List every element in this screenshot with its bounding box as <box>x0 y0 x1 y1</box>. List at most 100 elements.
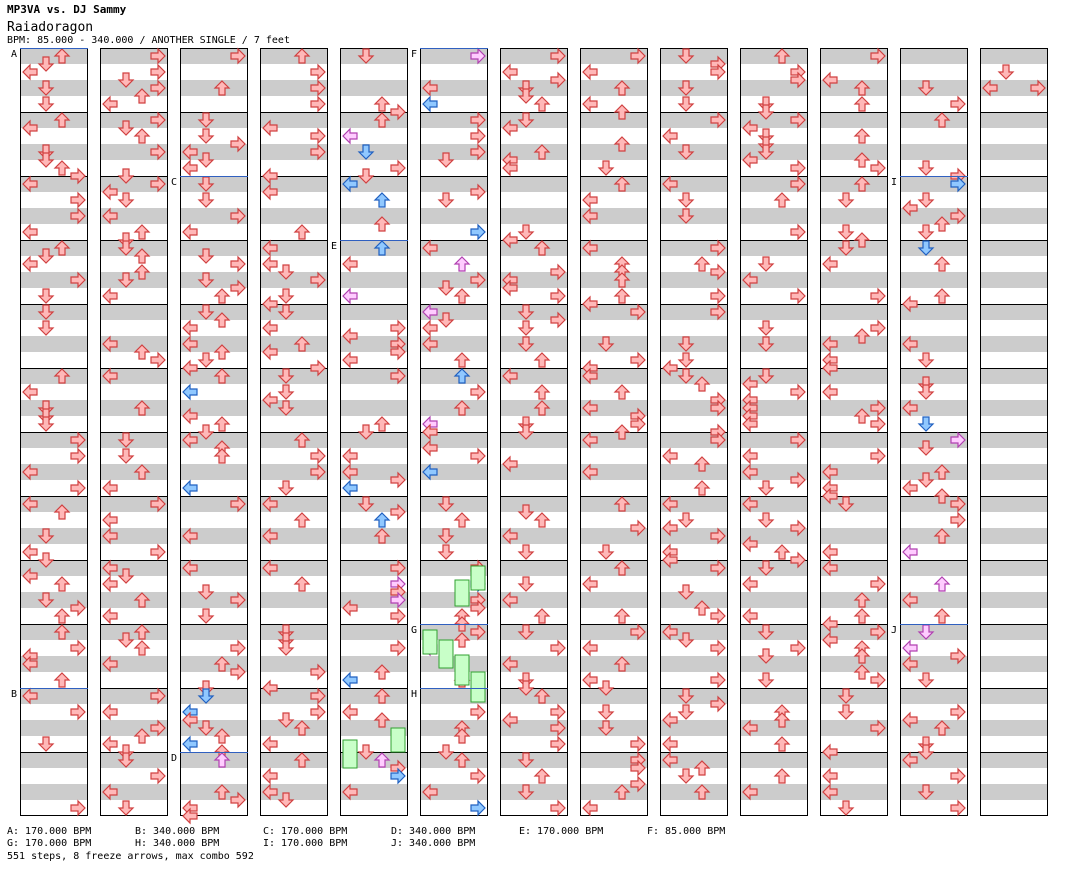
down-arrow-icon <box>517 112 535 128</box>
left-arrow-icon <box>662 711 678 729</box>
left-arrow-icon <box>182 159 198 177</box>
down-arrow-icon <box>917 672 935 688</box>
beat-stripe <box>660 528 728 544</box>
right-arrow-icon <box>630 759 646 777</box>
up-arrow-icon <box>693 760 711 776</box>
up-arrow-icon <box>133 344 151 360</box>
right-arrow-icon <box>470 271 486 289</box>
beat-stripe <box>420 432 488 448</box>
left-arrow-icon <box>182 359 198 377</box>
left-arrow-icon <box>582 295 598 313</box>
down-arrow-icon <box>277 712 295 728</box>
beat-stripe <box>260 496 328 512</box>
beat-stripe <box>820 272 888 288</box>
up-arrow-icon <box>533 96 551 112</box>
beat-stripe <box>900 720 968 736</box>
right-arrow-icon <box>390 767 406 785</box>
beat-stripe <box>820 752 888 768</box>
left-arrow-icon <box>502 159 518 177</box>
beat-stripe <box>900 752 968 768</box>
down-arrow-icon <box>37 320 55 336</box>
right-arrow-icon <box>150 175 166 193</box>
freeze-arrow <box>470 671 486 703</box>
beat-stripe <box>420 752 488 768</box>
down-arrow-icon <box>837 192 855 208</box>
right-arrow-icon <box>950 799 966 817</box>
left-arrow-icon <box>902 543 918 561</box>
left-arrow-icon <box>902 479 918 497</box>
left-arrow-icon <box>742 119 758 137</box>
down-arrow-icon <box>917 472 935 488</box>
right-arrow-icon <box>870 287 886 305</box>
down-arrow-icon <box>757 336 775 352</box>
beat-stripe <box>980 432 1048 448</box>
beat-stripe <box>900 176 968 192</box>
beat-stripe <box>20 592 88 608</box>
down-arrow-icon <box>357 744 375 760</box>
bpm-change-label: A: 170.000 BPM <box>7 826 92 837</box>
right-arrow-icon <box>150 351 166 369</box>
beat-stripe <box>580 688 648 704</box>
up-arrow-icon <box>853 608 871 624</box>
right-arrow-icon <box>390 607 406 625</box>
beat-stripe <box>100 48 168 64</box>
beat-stripe <box>580 752 648 768</box>
left-arrow-icon <box>342 447 358 465</box>
beat-stripe <box>420 368 488 384</box>
beat-stripe <box>260 112 328 128</box>
up-arrow-icon <box>213 288 231 304</box>
right-arrow-icon <box>550 703 566 721</box>
column-border <box>740 48 808 816</box>
up-arrow-icon <box>213 368 231 384</box>
right-arrow-icon <box>310 447 326 465</box>
left-arrow-icon <box>182 319 198 337</box>
down-arrow-icon <box>277 288 295 304</box>
beat-stripe <box>900 80 968 96</box>
left-arrow-icon <box>342 783 358 801</box>
beat-stripe <box>580 240 648 256</box>
down-arrow-icon <box>517 624 535 640</box>
beat-stripe <box>660 592 728 608</box>
beat-stripe <box>420 176 488 192</box>
down-arrow-icon <box>917 240 935 256</box>
left-arrow-icon <box>262 559 278 577</box>
up-arrow-icon <box>533 144 551 160</box>
beat-stripe <box>980 496 1048 512</box>
left-arrow-icon <box>822 359 838 377</box>
up-arrow-icon <box>53 160 71 176</box>
beat-stripe <box>340 432 408 448</box>
beat-stripe <box>900 400 968 416</box>
beat-stripe <box>180 528 248 544</box>
beat-stripe <box>500 80 568 96</box>
down-arrow-icon <box>757 104 775 120</box>
beat-stripe <box>660 144 728 160</box>
beat-stripe <box>500 48 568 64</box>
right-arrow-icon <box>630 415 646 433</box>
beat-stripe <box>900 304 968 320</box>
down-arrow-icon <box>917 440 935 456</box>
up-arrow-icon <box>933 216 951 232</box>
left-arrow-icon <box>662 447 678 465</box>
beat-stripe <box>980 400 1048 416</box>
right-arrow-icon <box>630 351 646 369</box>
beat-stripe <box>980 752 1048 768</box>
up-arrow-icon <box>373 240 391 256</box>
beat-stripe <box>660 368 728 384</box>
right-arrow-icon <box>630 623 646 641</box>
beat-stripe <box>820 336 888 352</box>
left-arrow-icon <box>582 639 598 657</box>
beat-stripe <box>820 112 888 128</box>
up-arrow-icon <box>933 608 951 624</box>
left-arrow-icon <box>422 319 438 337</box>
beat-stripe <box>740 144 808 160</box>
beat-stripe <box>900 48 968 64</box>
beat-stripe <box>260 80 328 96</box>
beat-stripe <box>20 176 88 192</box>
beat-stripe <box>420 240 488 256</box>
down-arrow-icon <box>437 528 455 544</box>
up-arrow-icon <box>853 592 871 608</box>
freeze-arrow <box>454 579 470 607</box>
up-arrow-icon <box>533 768 551 784</box>
up-arrow-icon <box>613 272 631 288</box>
down-arrow-icon <box>277 264 295 280</box>
